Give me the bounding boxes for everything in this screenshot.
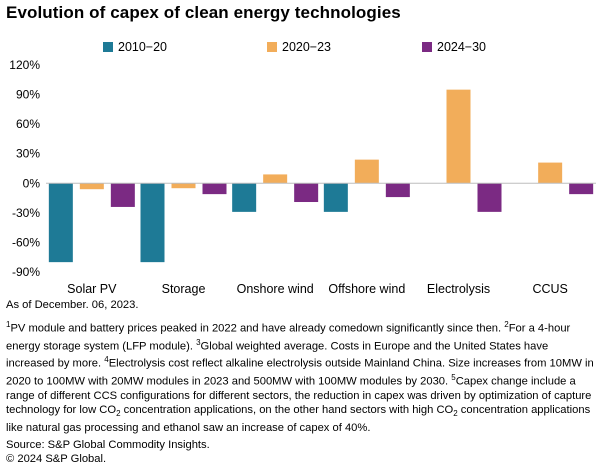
footnote-segment: PV module and battery prices peaked in 2… <box>10 322 505 335</box>
bar-offshore-wind-series-1 <box>354 159 379 184</box>
bar-storage-series-0 <box>140 183 165 263</box>
y-tick-label: 60% <box>16 117 40 131</box>
bar-offshore-wind-series-0 <box>323 183 348 212</box>
chart-title: Evolution of capex of clean energy techn… <box>6 3 401 22</box>
legend-label-2024-30: 2024−30 <box>437 40 487 54</box>
footnote-marker: 2 <box>504 320 509 329</box>
bar-electrolysis-series-2 <box>477 183 502 212</box>
footnote-segment: Electrolysis cost reflect alkaline elect… <box>6 358 594 388</box>
y-tick-label: 30% <box>16 147 40 161</box>
footnote-text: 1PV module and battery prices peaked in … <box>6 318 594 435</box>
bar-electrolysis-series-1 <box>446 89 471 184</box>
footnote-marker: 4 <box>104 355 109 365</box>
x-category-label: Offshore wind <box>328 282 405 296</box>
y-tick-label: 120% <box>9 58 40 72</box>
bar-onshore-wind-series-1 <box>263 174 288 184</box>
bar-ccus-series-1 <box>538 162 563 184</box>
legend-item-2024-30: 2024−30 <box>422 40 486 54</box>
bar-storage-series-1 <box>171 183 196 189</box>
legend-item-2020-23: 2020−23 <box>267 40 331 54</box>
x-category-label: Onshore wind <box>237 282 314 296</box>
legend-item-2010-20: 2010−20 <box>103 40 167 54</box>
x-category-label: Solar PV <box>67 282 117 296</box>
legend-swatch-2010-20 <box>103 42 113 52</box>
footnote-segment: concentration applications like natural … <box>6 403 591 435</box>
chart-notes: As of December. 06, 2023. 1PV module and… <box>6 298 594 466</box>
bar-chart: -90% -60% -30% 0% 30% 60% 90% 120% Solar PV Stora… <box>9 58 596 296</box>
bar-storage-series-2 <box>202 183 227 195</box>
x-category-label: CCUS <box>532 282 567 296</box>
footnote-marker: 5 <box>451 373 456 383</box>
footnote-segment: Global weighted average. Costs in Europe… <box>6 340 549 371</box>
bar-solar-pv-series-2 <box>110 183 135 207</box>
y-tick-label: -60% <box>12 235 40 249</box>
y-tick-label: -90% <box>12 265 40 279</box>
legend: 2010−20 2020−23 2024−30 <box>0 40 599 58</box>
legend-label-2010-20: 2010−20 <box>118 40 168 54</box>
y-tick-label: 90% <box>16 88 40 102</box>
bar-ccus-series-2 <box>569 183 594 195</box>
bar-solar-pv-series-1 <box>79 183 104 190</box>
subscript: 2 <box>116 409 121 419</box>
legend-label-2020-23: 2020−23 <box>282 40 332 54</box>
footnote-segment: For a 4-hour energy storage system (LFP … <box>6 322 571 353</box>
footnote-segment: Capex change include a range of differen… <box>6 375 592 416</box>
y-tick-label: 0% <box>23 176 41 190</box>
x-category-label: Electrolysis <box>427 282 490 296</box>
legend-swatch-2024-30 <box>422 42 432 52</box>
source-text: Source: S&P Global Commodity Insights. <box>6 439 210 452</box>
copyright-text: © 2024 S&P Global. <box>6 453 107 466</box>
legend-swatch-2020-23 <box>267 42 277 52</box>
bar-offshore-wind-series-2 <box>385 183 410 198</box>
footnote-marker: 1 <box>6 320 11 329</box>
as-of-date: As of December. 06, 2023. <box>6 299 139 311</box>
bar-solar-pv-series-0 <box>48 183 73 263</box>
bar-onshore-wind-series-2 <box>294 183 319 203</box>
bar-onshore-wind-series-0 <box>232 183 257 212</box>
subscript: 2 <box>453 409 458 419</box>
footnote-segment: concentration applications, on the other… <box>120 403 454 416</box>
x-category-label: Storage <box>162 282 206 296</box>
footnote-marker: 3 <box>196 337 201 347</box>
y-tick-label: -30% <box>12 206 40 220</box>
